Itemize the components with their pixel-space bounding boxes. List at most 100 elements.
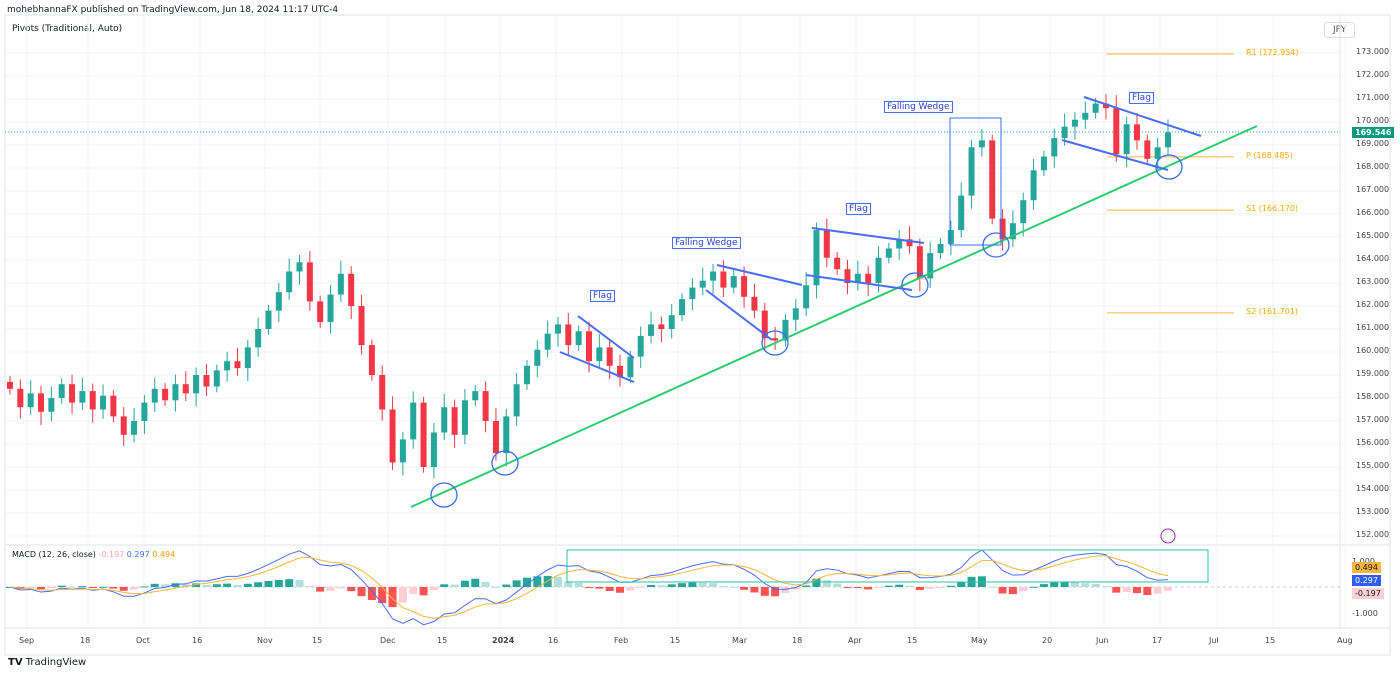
candle: [286, 271, 293, 293]
macd-histogram-bar: [264, 580, 273, 587]
macd-histogram-bar: [1164, 587, 1172, 591]
candle: [79, 391, 86, 403]
macd-histogram-bar: [109, 587, 118, 589]
pattern-line: [559, 351, 635, 383]
candle: [358, 306, 365, 346]
macd-histogram-bar: [398, 587, 407, 603]
signal-value: 0.494: [152, 550, 176, 559]
candle: [544, 333, 551, 350]
macd-histogram-bar: [647, 584, 656, 587]
wedge-box: [949, 117, 1002, 246]
macd-histogram-bar: [781, 587, 790, 593]
macd-histogram-bar: [409, 587, 418, 594]
macd-histogram-bar: [998, 587, 1007, 594]
candle: [699, 280, 706, 288]
macd-histogram-bar: [853, 587, 862, 588]
macd-histogram-bar: [957, 582, 966, 587]
candle: [255, 329, 262, 348]
macd-histogram-bar: [760, 587, 769, 596]
macd-histogram-bar: [750, 587, 759, 593]
candle: [7, 381, 13, 389]
pattern-line: [716, 264, 803, 286]
macd-histogram-bar: [895, 584, 904, 587]
macd-histogram-bar: [864, 587, 873, 590]
candle: [203, 375, 210, 387]
macd-histogram-bar: [1091, 584, 1100, 587]
macd-histogram-bar: [1112, 587, 1121, 593]
macd-histogram-bar: [326, 587, 335, 591]
candle: [1113, 108, 1120, 155]
macd-histogram-bar: [491, 586, 500, 588]
candle: [492, 421, 499, 454]
signal-line: [9, 555, 1169, 619]
candle: [1030, 170, 1037, 201]
macd-histogram-bar: [719, 586, 728, 588]
candle: [58, 384, 65, 398]
tradingview-logo[interactable]: TV TradingView: [8, 657, 87, 668]
candle: [854, 273, 861, 283]
candle: [27, 393, 34, 408]
macd-tick: -1.000: [1352, 609, 1378, 618]
hist-price-label: -0.197: [1352, 588, 1384, 599]
candle: [151, 388, 158, 403]
y-tick-label: 159.000: [1356, 369, 1390, 378]
pattern-line: [1083, 96, 1202, 137]
candle: [420, 402, 427, 467]
candle: [265, 310, 272, 329]
candle: [317, 301, 324, 323]
macd-histogram-bar: [616, 587, 625, 593]
macd-histogram-bar: [47, 587, 56, 588]
x-tick-label: 20: [1042, 636, 1053, 645]
macd-histogram-bar: [553, 576, 562, 587]
candle: [224, 361, 231, 371]
macd-histogram-bar: [388, 587, 397, 608]
candle: [772, 338, 779, 341]
candle: [482, 391, 489, 421]
x-tick-label: Sep: [19, 636, 35, 645]
candle: [399, 439, 406, 463]
chart-frame: [4, 14, 1391, 656]
candle: [17, 388, 24, 408]
x-tick-label: Apr: [848, 636, 862, 645]
pattern-line: [811, 227, 925, 244]
candle: [596, 347, 603, 362]
candle: [110, 395, 117, 417]
candle: [968, 147, 975, 196]
macd-histogram-bar: [667, 584, 676, 587]
candle: [720, 271, 727, 288]
pattern-line: [577, 315, 635, 359]
y-tick-label: 161.000: [1356, 323, 1390, 332]
candle: [182, 384, 189, 394]
y-tick-label: 166.000: [1356, 208, 1390, 217]
pattern-line: [805, 274, 913, 291]
x-tick-label: 18: [792, 636, 803, 645]
indicator-legend[interactable]: Pivots (Traditional, Auto): [12, 24, 123, 34]
x-tick-label: 15: [670, 636, 681, 645]
pattern-label: Flag: [1129, 92, 1154, 104]
candle: [162, 388, 169, 401]
candle: [89, 391, 96, 410]
candle: [730, 276, 737, 288]
macd-price-label: 0.297: [1352, 575, 1381, 586]
macd-histogram-bar: [678, 583, 687, 587]
candle: [1144, 140, 1151, 159]
macd-histogram-bar: [140, 586, 149, 588]
candle: [844, 269, 851, 283]
macd-histogram-bar: [1070, 582, 1079, 587]
candle: [534, 349, 541, 366]
candle: [48, 398, 55, 412]
pattern-line: [1061, 139, 1169, 171]
macd-histogram-bar: [605, 587, 614, 591]
macd-histogram-bar: [946, 585, 955, 587]
macd-histogram-bar: [729, 586, 738, 588]
candle: [865, 273, 872, 283]
macd-histogram-bar: [1132, 587, 1141, 594]
x-tick-label: 15: [1265, 636, 1276, 645]
macd-histogram-bar: [254, 582, 263, 587]
macd-histogram-bar: [285, 579, 294, 587]
macd-histogram-bar: [585, 587, 593, 588]
y-tick-label: 171.000: [1356, 93, 1390, 102]
macd-tick: 1.000: [1352, 557, 1375, 566]
candle: [606, 347, 613, 366]
